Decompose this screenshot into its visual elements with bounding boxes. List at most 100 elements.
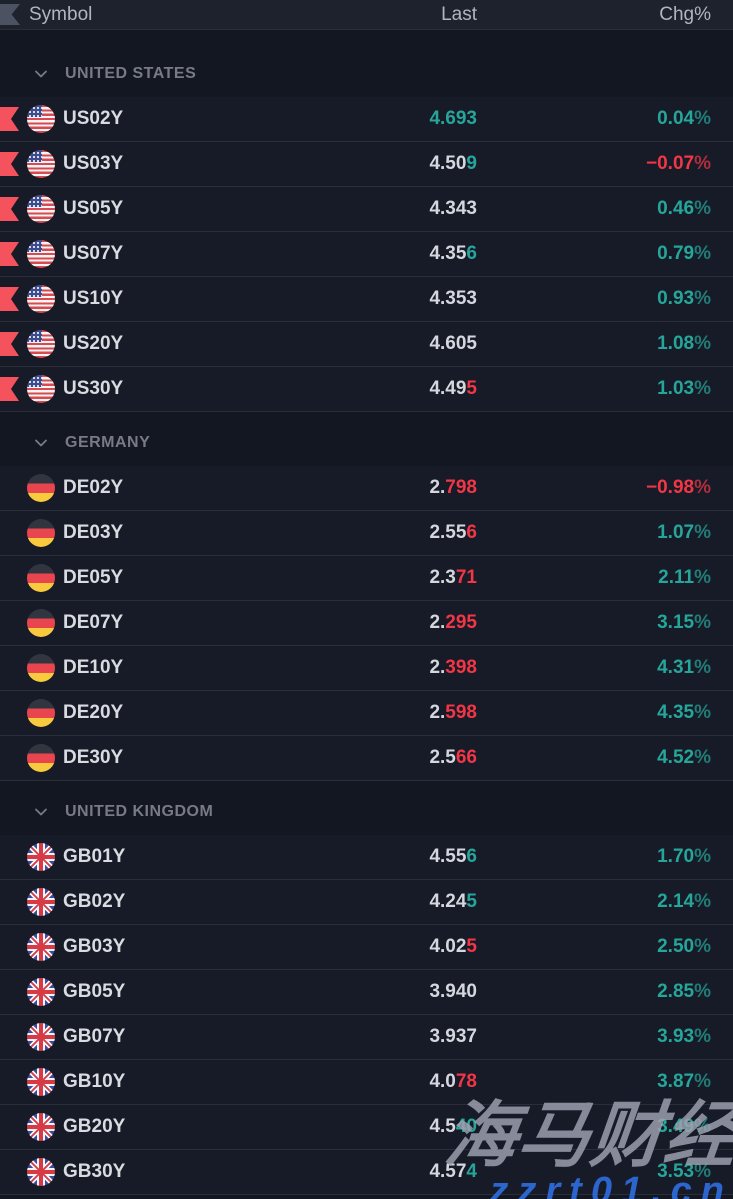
symbol-cell: DE20Y [0, 699, 429, 727]
symbol-row-gb20y[interactable]: GB20Y 4.540 3.49% [0, 1105, 733, 1150]
last-price: 2.566 [429, 747, 477, 768]
symbol-row-de02y[interactable]: DE02Y 2.798 −0.98% [0, 466, 733, 511]
last-price: 4.605 [429, 333, 477, 354]
symbol-cell: US03Y [0, 150, 429, 178]
chevron-down-icon [35, 439, 47, 446]
gb-flag-icon [27, 978, 55, 1006]
flag-column-icon[interactable] [0, 4, 20, 25]
symbol-cell: US07Y [0, 240, 429, 268]
last-price: 4.495 [429, 378, 477, 399]
flagged-marker-icon[interactable] [0, 377, 19, 401]
symbol-row-gb03y[interactable]: GB03Y 4.025 2.50% [0, 925, 733, 970]
group-header-united-kingdom[interactable]: UNITED KINGDOM [0, 781, 733, 835]
symbol-row-us10y[interactable]: US10Y 4.353 0.93% [0, 277, 733, 322]
column-header-chg[interactable]: Chg% [659, 3, 711, 25]
symbol-row-de20y[interactable]: DE20Y 2.598 4.35% [0, 691, 733, 736]
last-price: 2.598 [429, 702, 477, 723]
group-label: UNITED STATES [65, 64, 197, 82]
change-percent: −0.07% [646, 153, 711, 174]
symbol-row-gb07y[interactable]: GB07Y 3.937 3.93% [0, 1015, 733, 1060]
symbol-name: GB01Y [63, 846, 126, 867]
change-percent: 4.35% [657, 702, 711, 723]
symbol-name: GB07Y [63, 1026, 126, 1047]
flagged-marker-icon[interactable] [0, 107, 19, 131]
last-price: 4.078 [429, 1071, 477, 1092]
symbol-cell: DE30Y [0, 744, 429, 772]
column-header-symbol[interactable]: Symbol [29, 3, 93, 25]
symbol-row-de03y[interactable]: DE03Y 2.556 1.07% [0, 511, 733, 556]
symbol-row-gb05y[interactable]: GB05Y 3.940 2.85% [0, 970, 733, 1015]
symbol-name: GB02Y [63, 891, 126, 912]
change-percent: 1.07% [657, 522, 711, 543]
change-percent: 0.04% [657, 108, 711, 129]
symbol-row-de07y[interactable]: DE07Y 2.295 3.15% [0, 601, 733, 646]
change-percent: 4.31% [657, 657, 711, 678]
symbol-cell: US02Y [0, 105, 429, 133]
us-flag-icon [27, 240, 55, 268]
group-header-germany[interactable]: GERMANY [0, 412, 733, 466]
symbol-cell: GB10Y [0, 1068, 429, 1096]
change-percent: 1.70% [657, 846, 711, 867]
symbol-row-gb10y[interactable]: GB10Y 4.078 3.87% [0, 1060, 733, 1105]
symbol-name: DE03Y [63, 522, 124, 543]
us-flag-icon [27, 105, 55, 133]
de-flag-icon [27, 609, 55, 637]
de-flag-icon [27, 519, 55, 547]
symbol-cell: GB02Y [0, 888, 429, 916]
flagged-marker-icon[interactable] [0, 332, 19, 356]
symbol-cell: DE03Y [0, 519, 429, 547]
symbol-row-us30y[interactable]: US30Y 4.495 1.03% [0, 367, 733, 412]
gb-flag-icon [27, 933, 55, 961]
flagged-marker-icon[interactable] [0, 242, 19, 266]
gb-flag-icon [27, 1113, 55, 1141]
symbol-row-us03y[interactable]: US03Y 4.509 −0.07% [0, 142, 733, 187]
group-header-united-states[interactable]: UNITED STATES [0, 43, 733, 97]
change-percent: 2.50% [657, 936, 711, 957]
group-label: GERMANY [65, 433, 151, 451]
last-price: 4.509 [429, 153, 477, 174]
last-price: 3.940 [429, 981, 477, 1002]
symbol-cell: GB30Y [0, 1158, 429, 1186]
flagged-marker-icon[interactable] [0, 197, 19, 221]
symbol-name: DE05Y [63, 567, 124, 588]
symbol-cell: US20Y [0, 330, 429, 358]
de-flag-icon [27, 744, 55, 772]
symbol-row-gb01y[interactable]: GB01Y 4.556 1.70% [0, 835, 733, 880]
gb-flag-icon [27, 843, 55, 871]
flagged-marker-icon[interactable] [0, 152, 19, 176]
change-percent: 3.93% [657, 1026, 711, 1047]
symbol-row-us05y[interactable]: US05Y 4.343 0.46% [0, 187, 733, 232]
change-percent: 3.87% [657, 1071, 711, 1092]
symbol-row-us07y[interactable]: US07Y 4.356 0.79% [0, 232, 733, 277]
symbol-row-de30y[interactable]: DE30Y 2.566 4.52% [0, 736, 733, 781]
last-price: 2.295 [429, 612, 477, 633]
symbol-row-us20y[interactable]: US20Y 4.605 1.08% [0, 322, 733, 367]
us-flag-icon [27, 285, 55, 313]
change-percent: 2.14% [657, 891, 711, 912]
symbol-row-de05y[interactable]: DE05Y 2.371 2.11% [0, 556, 733, 601]
symbol-cell: DE05Y [0, 564, 429, 592]
flagged-marker-icon[interactable] [0, 287, 19, 311]
column-header-last[interactable]: Last [441, 3, 477, 25]
symbol-name: US03Y [63, 153, 124, 174]
symbol-name: DE10Y [63, 657, 124, 678]
de-flag-icon [27, 474, 55, 502]
symbol-cell: GB03Y [0, 933, 429, 961]
symbol-row-us02y[interactable]: US02Y 4.693 0.04% [0, 97, 733, 142]
symbol-name: GB10Y [63, 1071, 126, 1092]
gb-flag-icon [27, 1068, 55, 1096]
symbol-name: DE02Y [63, 477, 124, 498]
change-percent: 2.11% [658, 567, 711, 588]
last-price: 4.693 [429, 108, 477, 129]
last-price: 4.556 [429, 846, 477, 867]
symbol-cell: US10Y [0, 285, 429, 313]
symbol-row-gb02y[interactable]: GB02Y 4.245 2.14% [0, 880, 733, 925]
last-price: 2.556 [429, 522, 477, 543]
change-percent: −0.98% [646, 477, 711, 498]
symbol-row-de10y[interactable]: DE10Y 2.398 4.31% [0, 646, 733, 691]
chevron-down-icon [35, 808, 47, 815]
last-price: 4.025 [429, 936, 477, 957]
symbol-row-gb30y[interactable]: GB30Y 4.574 3.53% [0, 1150, 733, 1195]
de-flag-icon [27, 564, 55, 592]
